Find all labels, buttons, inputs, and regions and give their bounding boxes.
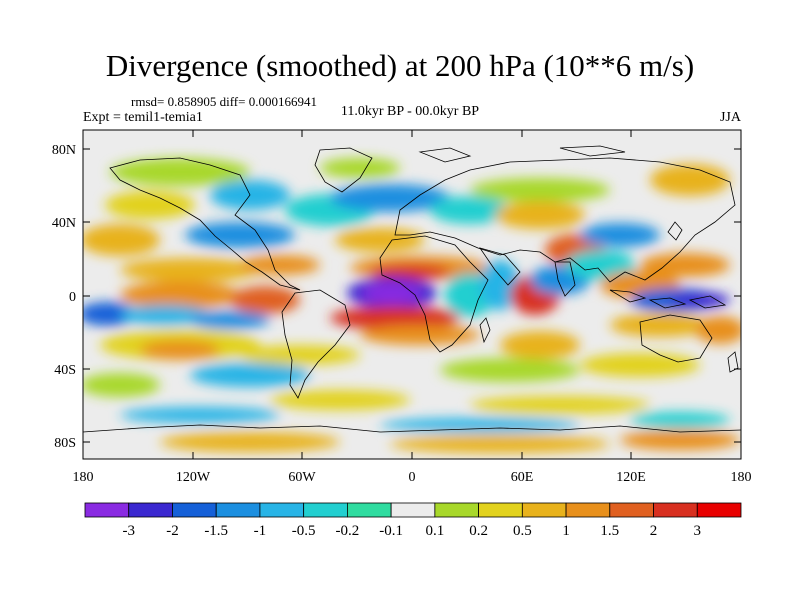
lat-label-0: 0 xyxy=(69,290,76,305)
colorbar-labels: -3 -2 -1.5 -1 -0.5 -0.2 -0.1 0.1 0.2 0.5 1 1.5 2 3 xyxy=(122,523,701,539)
lat-labels: 80N 40N 0 40S 80S xyxy=(52,143,76,451)
colorbar-label: -0.1 xyxy=(379,523,403,539)
colorbar-box xyxy=(172,502,217,518)
colorbar-box xyxy=(84,502,130,518)
lat-label-80s: 80S xyxy=(54,436,76,451)
colorbar-box xyxy=(346,502,392,518)
contour-field xyxy=(83,130,741,459)
colorbar-label: -1 xyxy=(254,523,267,539)
lat-label-80n: 80N xyxy=(52,143,76,158)
colorbar-boxes xyxy=(84,502,742,518)
colorbar-label: 1.5 xyxy=(600,523,619,539)
colorbar-box xyxy=(259,502,305,518)
colorbar-box xyxy=(521,502,567,518)
lat-tick-marks xyxy=(83,148,741,443)
lon-label-0: 0 xyxy=(409,470,416,485)
season-label: JJA xyxy=(719,110,741,125)
colorbar-box xyxy=(390,502,436,518)
colorbar-box xyxy=(303,502,348,518)
colorbar-box xyxy=(434,502,480,518)
period-label: 11.0kyr BP - 00.0kyr BP xyxy=(340,104,480,119)
colorbar-label: -2 xyxy=(166,523,179,539)
colorbar-box xyxy=(478,502,523,518)
lon-label-60e: 60E xyxy=(511,470,534,485)
colorbar-box xyxy=(653,502,698,518)
experiment-label: Expt = temil1-temia1 xyxy=(83,110,203,125)
lon-label-120w: 120W xyxy=(176,470,211,485)
lat-label-40s: 40S xyxy=(54,363,76,378)
colorbar-box xyxy=(609,502,654,518)
colorbar-box xyxy=(565,502,611,518)
colorbar-label: -1.5 xyxy=(204,523,228,539)
colorbar-label: 0.1 xyxy=(425,523,444,539)
lon-label-180e: 180 xyxy=(731,470,752,485)
colorbar-label: 0.5 xyxy=(513,523,532,539)
colorbar-box xyxy=(696,502,742,518)
colorbar-label: -0.2 xyxy=(336,523,360,539)
lat-label-40n: 40N xyxy=(52,216,76,231)
colorbar-label: 2 xyxy=(650,523,658,539)
lon-tick-marks xyxy=(192,130,632,459)
colorbar-label: 1 xyxy=(562,523,570,539)
lon-labels: 180 120W 60W 0 60E 120E 180 xyxy=(73,470,752,485)
colorbar-box xyxy=(128,502,173,518)
coastlines xyxy=(83,145,741,433)
map-title: Divergence (smoothed) at 200 hPa (10**6 … xyxy=(105,48,695,83)
colorbar-label: 3 xyxy=(694,523,702,539)
lon-label-120e: 120E xyxy=(616,470,646,485)
colorbar-label: -3 xyxy=(122,523,135,539)
colorbar-box xyxy=(215,502,261,518)
lon-label-60w: 60W xyxy=(288,470,316,485)
stats-text: rmsd= 0.858905 diff= 0.000166941 xyxy=(131,94,317,109)
colorbar-label: 0.2 xyxy=(469,523,488,539)
lon-label-180w: 180 xyxy=(73,470,94,485)
colorbar-label: -0.5 xyxy=(292,523,316,539)
